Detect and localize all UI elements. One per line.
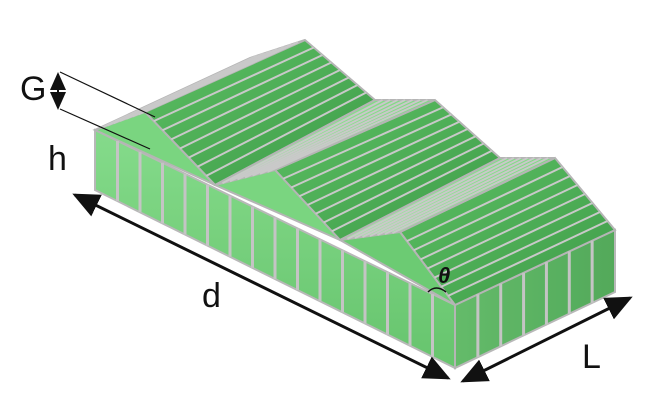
roof-bar (298, 120, 460, 198)
roof-bar (447, 220, 608, 297)
double-arrow-icon (460, 296, 633, 383)
roof-bar (290, 113, 452, 189)
angle-arc-icon (427, 287, 447, 293)
roof-bar (267, 99, 428, 173)
h-label: h (48, 140, 67, 178)
dimension-g: G (20, 70, 156, 150)
g-extension-bottom (59, 108, 151, 150)
dimension-d: d (72, 193, 451, 380)
theta-label: θ (438, 263, 450, 288)
roof-bar (307, 128, 468, 206)
roof-bar (427, 193, 586, 270)
roof-bar (153, 46, 315, 123)
d-label: d (202, 277, 221, 315)
greenhouse-illustration (92, 38, 617, 370)
roof-bar (188, 76, 350, 159)
roof-bar (237, 99, 398, 181)
roof-bar (179, 69, 341, 150)
roof-bar (138, 41, 299, 116)
roof-bar (259, 99, 421, 175)
l-label: L (582, 338, 601, 376)
roof-bar (440, 211, 601, 288)
g-extension-top (59, 71, 156, 118)
roof-bar (433, 202, 593, 279)
dimension-l: L (460, 296, 633, 383)
roof-bar (244, 99, 406, 179)
roof-bar (170, 61, 332, 141)
roof-bar (252, 99, 413, 177)
roof-bar (229, 99, 391, 183)
roof-bar (197, 84, 358, 168)
double-arrow-icon (72, 193, 451, 380)
roof-bar (282, 106, 444, 180)
angle-theta: θ (427, 263, 450, 293)
roof-bar (222, 99, 383, 185)
roof-bar (205, 91, 367, 177)
roof-bar (162, 54, 323, 132)
g-label: G (20, 70, 46, 108)
